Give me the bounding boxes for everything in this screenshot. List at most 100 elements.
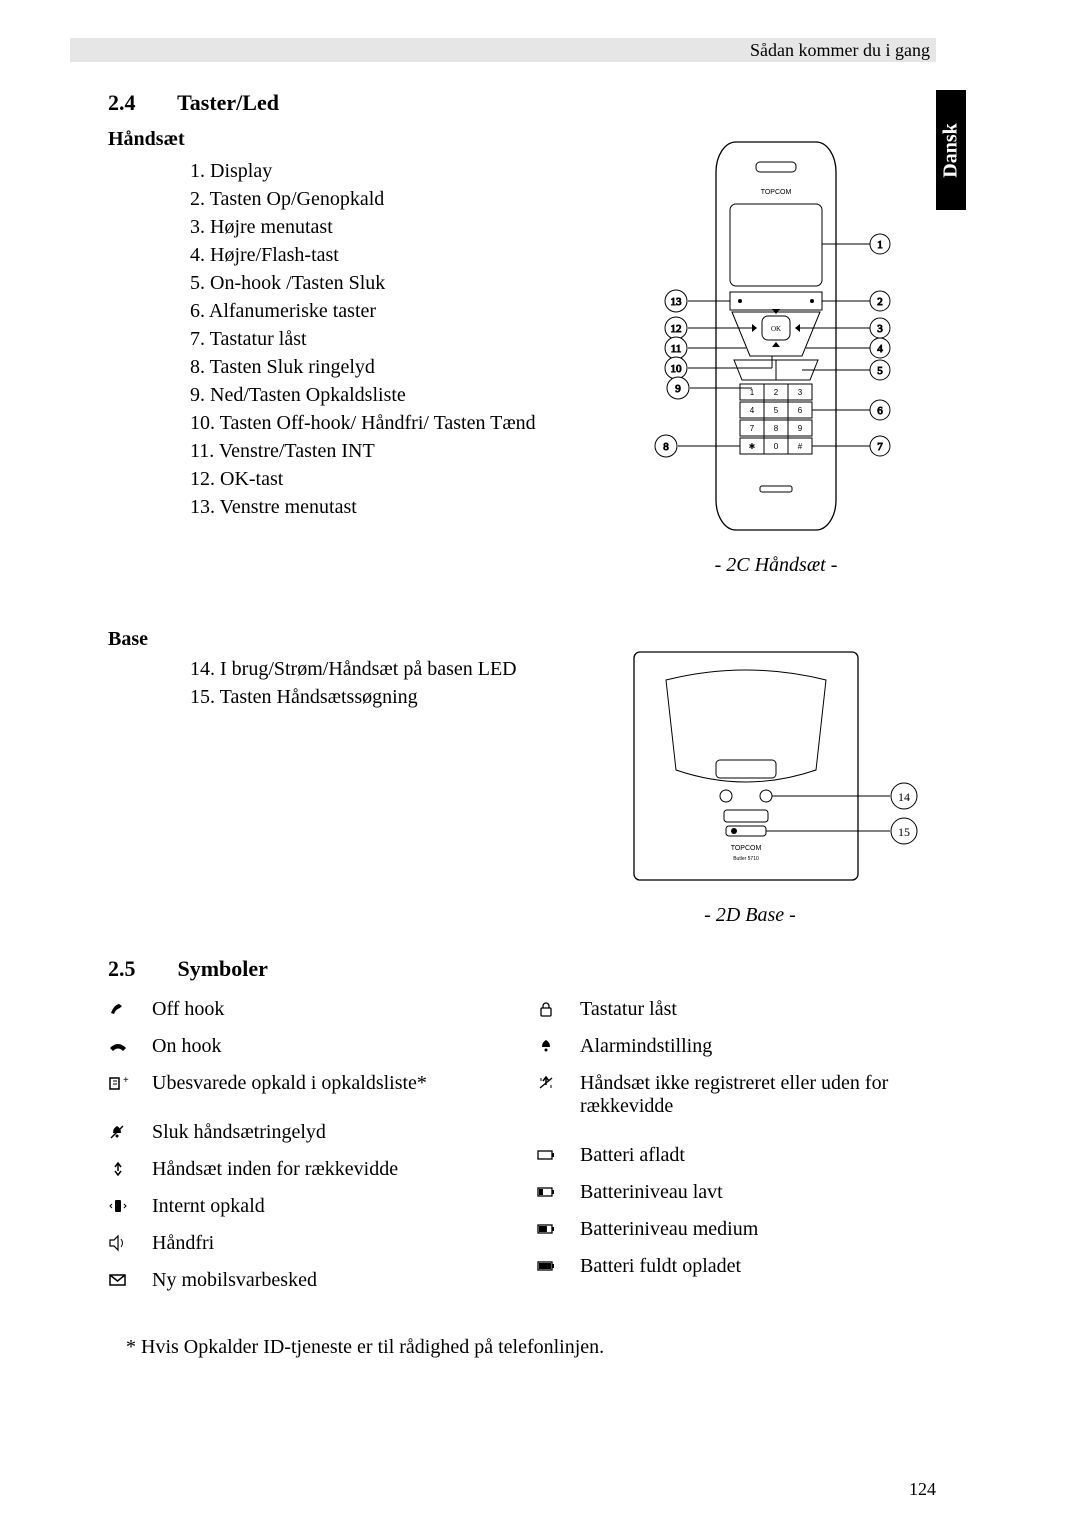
symbol-row: Batteriniveau lavt	[536, 1181, 956, 1204]
list-item: 6. Alfanumeriske taster	[190, 298, 536, 325]
base-caption: - 2D Base -	[620, 904, 880, 927]
symbol-icon	[108, 1232, 152, 1254]
base-diagram: TOPCOM Butler 5710 14 15	[606, 640, 936, 900]
symbols-left-column: Off hook On hook + Ubesvarede opkald i opka…	[108, 998, 508, 1306]
symbol-icon	[536, 1218, 580, 1240]
section-2-4-number: 2.4	[108, 90, 172, 116]
svg-text:OK: OK	[771, 325, 781, 333]
svg-text:14: 14	[898, 790, 910, 804]
svg-text:6: 6	[798, 406, 803, 415]
symbol-icon	[536, 1144, 580, 1166]
svg-text:+: +	[123, 1075, 129, 1086]
svg-text:11: 11	[671, 343, 682, 355]
svg-text:10: 10	[671, 363, 683, 375]
symbol-row: On hook	[108, 1035, 508, 1058]
footnote: * Hvis Opkalder ID-tjeneste er til rådig…	[126, 1336, 604, 1359]
symbol-label: Internt opkald	[152, 1195, 508, 1218]
svg-text:4: 4	[750, 406, 755, 415]
symbol-icon	[108, 1195, 152, 1217]
svg-text:2: 2	[877, 296, 883, 308]
svg-text:0: 0	[774, 442, 779, 451]
symbol-icon	[108, 1121, 152, 1143]
svg-text:2: 2	[774, 388, 779, 397]
list-item: 1. Display	[190, 158, 536, 185]
symbol-row: Ny mobilsvarbesked	[108, 1269, 508, 1292]
page-number: 124	[909, 1479, 936, 1500]
handset-caption: - 2C Håndsæt -	[636, 554, 916, 577]
symbol-row: Håndsæt ikke registreret eller uden for …	[536, 1072, 956, 1118]
symbol-label: Batteriniveau medium	[580, 1218, 956, 1241]
section-2-5-number: 2.5	[108, 956, 172, 982]
symbol-icon	[108, 1035, 152, 1057]
symbol-row: Internt opkald	[108, 1195, 508, 1218]
section-2-4-title: Taster/Led	[177, 90, 279, 115]
section-2-4-heading: 2.4 Taster/Led	[108, 90, 279, 116]
symbol-row: Batteri fuldt opladet	[536, 1255, 956, 1278]
symbol-row: Batteriniveau medium	[536, 1218, 956, 1241]
handset-brand: TOPCOM	[761, 189, 792, 196]
symbol-label: Off hook	[152, 998, 508, 1021]
symbol-label: Batteriniveau lavt	[580, 1181, 956, 1204]
symbol-icon	[108, 998, 152, 1020]
section-2-5-heading: 2.5 Symboler	[108, 956, 268, 982]
handset-list: 1. Display2. Tasten Op/Genopkald3. Højre…	[190, 158, 536, 522]
handset-subheading: Håndsæt	[108, 128, 185, 151]
symbol-label: Ny mobilsvarbesked	[152, 1269, 508, 1292]
svg-text:8: 8	[774, 424, 779, 433]
list-item: 9. Ned/Tasten Opkaldsliste	[190, 382, 536, 409]
svg-text:1: 1	[877, 239, 883, 251]
section-2-5-title: Symboler	[178, 956, 268, 981]
svg-text:15: 15	[898, 825, 910, 839]
svg-text:✱: ✱	[749, 442, 756, 451]
list-item: 5. On-hook /Tasten Sluk	[190, 270, 536, 297]
handset-diagram: TOPCOM OK 123 456 789 ✱0#	[636, 134, 936, 544]
list-item: 12. OK-tast	[190, 466, 536, 493]
symbol-label: Sluk håndsætringelyd	[152, 1121, 508, 1144]
symbols-right-column: Tastatur låstAlarmindstillingHåndsæt ikk…	[536, 998, 956, 1292]
symbol-icon	[536, 1181, 580, 1203]
list-item: 4. Højre/Flash-tast	[190, 242, 536, 269]
base-list: 14. I brug/Strøm/Håndsæt på basen LED15.…	[190, 656, 517, 712]
list-item: 3. Højre menutast	[190, 214, 536, 241]
symbol-label: Håndsæt ikke registreret eller uden for …	[580, 1072, 956, 1118]
svg-text:13: 13	[671, 296, 683, 308]
svg-text:5: 5	[877, 365, 883, 377]
language-tab-label: Dansk	[940, 123, 963, 177]
symbol-icon	[536, 1072, 580, 1094]
svg-text:3: 3	[798, 388, 803, 397]
svg-text:12: 12	[671, 323, 682, 335]
symbol-row: Alarmindstilling	[536, 1035, 956, 1058]
svg-text:9: 9	[798, 424, 803, 433]
symbol-row: Off hook	[108, 998, 508, 1021]
svg-text:7: 7	[750, 424, 755, 433]
language-tab: Dansk	[936, 90, 966, 210]
list-item: 2. Tasten Op/Genopkald	[190, 186, 536, 213]
symbol-label: Håndfri	[152, 1232, 508, 1255]
symbol-row: Sluk håndsætringelyd	[108, 1121, 508, 1144]
symbol-icon: +	[108, 1072, 152, 1094]
svg-text:Butler 5710: Butler 5710	[733, 856, 759, 862]
list-item: 10. Tasten Off-hook/ Håndfri/ Tasten Tæn…	[190, 410, 536, 437]
symbol-icon	[536, 1255, 580, 1277]
symbol-row: Håndfri	[108, 1232, 508, 1255]
symbol-label: Alarmindstilling	[580, 1035, 956, 1058]
symbol-label: Batteri afladt	[580, 1144, 956, 1167]
symbol-row: Håndsæt inden for rækkevidde	[108, 1158, 508, 1181]
symbol-label: Håndsæt inden for rækkevidde	[152, 1158, 508, 1181]
symbol-row: + Ubesvarede opkald i opkaldsliste*	[108, 1072, 508, 1095]
symbol-label: On hook	[152, 1035, 508, 1058]
svg-text:3: 3	[877, 323, 883, 335]
svg-text:1: 1	[750, 388, 755, 397]
base-subheading: Base	[108, 628, 148, 651]
symbol-label: Ubesvarede opkald i opkaldsliste*	[152, 1072, 508, 1095]
symbol-icon	[108, 1269, 152, 1291]
svg-text:8: 8	[663, 441, 669, 453]
list-item: 14. I brug/Strøm/Håndsæt på basen LED	[190, 656, 517, 683]
symbol-icon	[108, 1158, 152, 1180]
symbol-icon	[536, 1035, 580, 1057]
list-item: 8. Tasten Sluk ringelyd	[190, 354, 536, 381]
svg-text:6: 6	[877, 405, 883, 417]
svg-text:4: 4	[877, 343, 883, 355]
running-title: Sådan kommer du i gang	[70, 40, 936, 61]
svg-text:TOPCOM: TOPCOM	[731, 845, 762, 852]
